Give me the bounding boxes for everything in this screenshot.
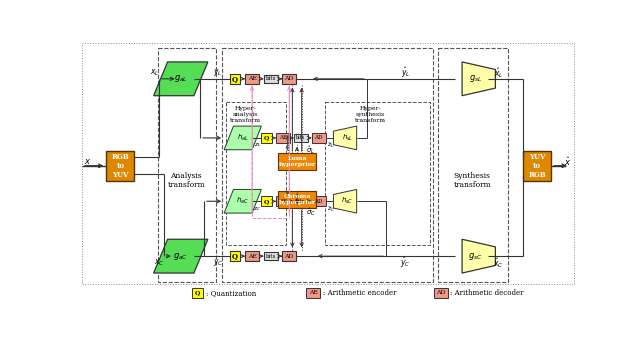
Bar	[276, 133, 290, 143]
Text: AD: AD	[436, 290, 446, 295]
Text: $g_{aL}$: $g_{aL}$	[174, 73, 188, 84]
Polygon shape	[462, 239, 495, 273]
Bar	[278, 191, 316, 208]
Text: $\hat{\sigma}_L$: $\hat{\sigma}_L$	[307, 144, 316, 155]
Bar	[325, 102, 430, 245]
Text: $\hat{y}_C$: $\hat{y}_C$	[400, 256, 411, 270]
Polygon shape	[224, 189, 261, 213]
Polygon shape	[224, 126, 261, 150]
Text: AD: AD	[285, 254, 294, 259]
Text: $g_{sC}$: $g_{sC}$	[468, 251, 483, 262]
Bar	[278, 153, 316, 170]
Text: Luma
hyperprior: Luma hyperprior	[278, 156, 316, 167]
Bar	[193, 288, 204, 298]
Text: : Arithmetic encoder: : Arithmetic encoder	[323, 289, 396, 297]
Text: $z_L$: $z_L$	[253, 141, 261, 150]
Bar	[264, 252, 278, 260]
Text: bits: bits	[266, 76, 276, 81]
Bar	[261, 196, 272, 206]
Polygon shape	[154, 239, 208, 273]
Text: bits: bits	[296, 199, 305, 204]
Text: bits: bits	[266, 254, 276, 259]
Text: Q: Q	[264, 199, 269, 204]
Text: Q: Q	[232, 75, 238, 83]
Text: $\hat{y}_L$: $\hat{y}_L$	[401, 66, 410, 80]
Text: $\hat{x}_L$: $\hat{x}_L$	[494, 66, 503, 80]
Text: Q: Q	[264, 135, 269, 140]
Text: Synthesis
transform: Synthesis transform	[453, 172, 491, 189]
Bar	[276, 196, 290, 206]
Text: Analysis
transform: Analysis transform	[167, 172, 205, 189]
Text: AE: AE	[279, 135, 287, 140]
Text: $\hat{x}$: $\hat{x}$	[564, 155, 571, 168]
Text: : Arithmetic decoder: : Arithmetic decoder	[451, 289, 524, 297]
Bar	[230, 74, 241, 84]
Text: $h_{sC}$: $h_{sC}$	[341, 196, 353, 206]
Bar	[245, 251, 259, 261]
Bar	[312, 196, 326, 206]
Text: Hyper-
synthesis
transform: Hyper- synthesis transform	[355, 106, 386, 123]
Bar	[264, 74, 278, 83]
Text: $\hat{x}_C$: $\hat{x}_C$	[493, 256, 504, 270]
Text: $h_{aC}$: $h_{aC}$	[236, 196, 249, 206]
Bar	[261, 133, 272, 143]
Bar	[438, 48, 508, 282]
Text: $x_C$: $x_C$	[154, 258, 164, 268]
Polygon shape	[462, 62, 495, 96]
Text: $\hat{\sigma}_C$: $\hat{\sigma}_C$	[306, 206, 316, 218]
Bar	[230, 251, 241, 261]
Bar	[106, 151, 134, 181]
Bar	[282, 74, 296, 84]
Text: AD: AD	[314, 199, 323, 204]
Text: $x_L$: $x_L$	[150, 68, 159, 78]
Text: AD: AD	[314, 135, 323, 140]
Text: : Quantization: : Quantization	[205, 289, 256, 297]
Text: YUV
to
RGB: YUV to RGB	[529, 153, 546, 179]
Bar	[434, 288, 448, 298]
Text: $x$: $x$	[84, 157, 92, 166]
Bar	[222, 48, 433, 282]
Bar	[307, 288, 320, 298]
Bar	[294, 134, 308, 142]
Text: $y_L$: $y_L$	[213, 67, 223, 79]
Text: $\hat{z}_L$: $\hat{z}_L$	[327, 141, 335, 150]
Text: Q: Q	[195, 290, 200, 295]
Bar	[226, 102, 286, 245]
Text: Chroma
hyperprior: Chroma hyperprior	[278, 194, 316, 205]
Bar	[157, 48, 216, 282]
Bar	[245, 74, 259, 84]
Bar	[312, 133, 326, 143]
Text: $h_{sL}$: $h_{sL}$	[342, 133, 353, 143]
Text: Hyper-
analysis
transform: Hyper- analysis transform	[230, 106, 260, 123]
Text: AE: AE	[308, 290, 318, 295]
Bar	[294, 197, 308, 205]
Text: bits: bits	[296, 135, 305, 140]
Text: $g_{sL}$: $g_{sL}$	[468, 73, 482, 84]
Bar	[524, 151, 551, 181]
Text: $\hat{z}_C$: $\hat{z}_C$	[327, 204, 335, 214]
Text: AE: AE	[248, 76, 257, 81]
Text: $z_C$: $z_C$	[253, 205, 262, 213]
Text: $g_{aC}$: $g_{aC}$	[173, 251, 188, 262]
Polygon shape	[154, 62, 208, 96]
Text: AD: AD	[285, 76, 294, 81]
Text: $h_{aL}$: $h_{aL}$	[237, 133, 249, 143]
Polygon shape	[333, 126, 356, 150]
Polygon shape	[333, 189, 356, 213]
Text: Q: Q	[232, 252, 238, 260]
Text: AE: AE	[279, 199, 287, 204]
Text: $y_C$: $y_C$	[212, 257, 223, 268]
Text: AE: AE	[248, 254, 257, 259]
Text: RGB
to
YUV: RGB to YUV	[111, 153, 129, 179]
Bar	[282, 251, 296, 261]
